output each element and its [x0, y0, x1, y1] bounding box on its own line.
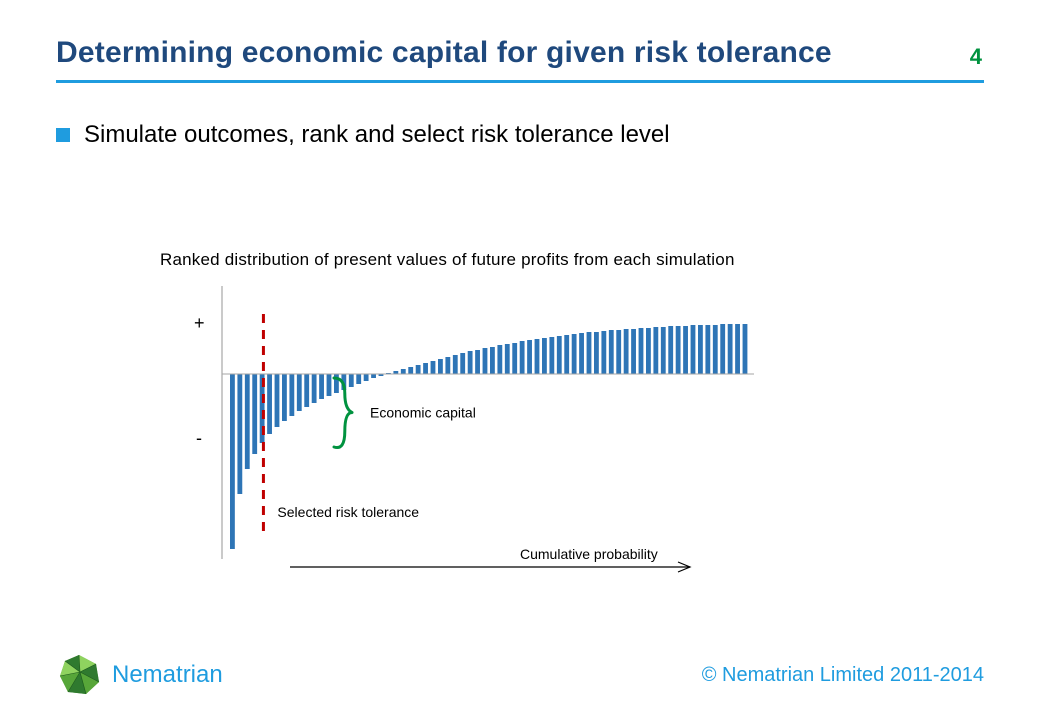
square-bullet-icon — [56, 128, 70, 142]
bar — [542, 338, 547, 374]
bar — [594, 332, 599, 374]
bar — [327, 374, 332, 396]
bar — [691, 325, 696, 374]
bar — [653, 327, 658, 374]
slide-title: Determining economic capital for given r… — [56, 36, 832, 70]
bar — [371, 374, 376, 378]
brand-name: Nematrian — [112, 661, 223, 689]
risk-tolerance-label: Selected risk tolerance — [277, 504, 419, 520]
bar — [616, 330, 621, 374]
bar — [624, 329, 629, 374]
chart-region: Ranked distribution of present values of… — [150, 250, 890, 599]
bar — [245, 374, 250, 469]
economic-capital-label: Economic capital — [370, 405, 476, 421]
bar — [408, 367, 413, 374]
copyright: © Nematrian Limited 2011-2014 — [702, 664, 984, 687]
brand: Nematrian — [56, 652, 223, 698]
bar — [743, 324, 748, 374]
bar — [416, 365, 421, 374]
bar — [505, 344, 510, 374]
bar — [639, 328, 644, 374]
bar — [668, 326, 673, 374]
bar — [282, 374, 287, 421]
bar — [289, 374, 294, 416]
bar — [601, 331, 606, 374]
bar — [312, 374, 317, 403]
x-axis-label: Cumulative probability — [520, 546, 658, 562]
bar — [252, 374, 257, 454]
bullet-row: Simulate outcomes, rank and select risk … — [0, 83, 1040, 149]
bar — [319, 374, 324, 399]
bar — [735, 324, 740, 374]
bar — [230, 374, 235, 549]
bar — [579, 333, 584, 374]
bar — [564, 335, 569, 374]
bar — [468, 351, 473, 374]
bar — [646, 328, 651, 374]
bar — [557, 336, 562, 374]
bar — [460, 353, 465, 374]
bar — [572, 334, 577, 374]
bar — [527, 340, 532, 374]
bar — [431, 361, 436, 374]
bar — [475, 350, 480, 374]
bar — [453, 355, 458, 374]
bar — [512, 343, 517, 374]
bar — [483, 348, 488, 374]
bar — [275, 374, 280, 427]
footer: Nematrian © Nematrian Limited 2011-2014 — [0, 652, 1040, 698]
bar — [438, 359, 443, 374]
bar — [237, 374, 242, 494]
chart-title: Ranked distribution of present values of… — [150, 250, 890, 270]
y-minus-label: - — [196, 428, 202, 448]
bar — [683, 326, 688, 374]
bar — [587, 332, 592, 374]
bullet-text: Simulate outcomes, rank and select risk … — [84, 121, 670, 149]
bar — [676, 326, 681, 374]
bar — [705, 325, 710, 374]
bar — [728, 324, 733, 374]
distribution-chart: + - Selected risk tolerance Economic capita… — [150, 284, 850, 594]
bar — [661, 327, 666, 374]
bar — [549, 337, 554, 374]
bar — [698, 325, 703, 374]
page-number: 4 — [970, 44, 984, 70]
bar — [490, 347, 495, 374]
bar — [304, 374, 309, 407]
bar — [720, 324, 725, 374]
bar — [520, 341, 525, 374]
bar — [497, 345, 502, 374]
title-row: Determining economic capital for given r… — [0, 0, 1040, 70]
bar — [423, 363, 428, 374]
bar — [609, 330, 614, 374]
slide: Determining economic capital for given r… — [0, 0, 1040, 720]
logo-icon — [56, 652, 102, 698]
bar — [297, 374, 302, 411]
y-plus-label: + — [194, 313, 205, 333]
bar — [349, 374, 354, 387]
bar — [445, 357, 450, 374]
bar — [631, 329, 636, 374]
bar — [713, 325, 718, 374]
bar — [401, 369, 406, 374]
bar — [356, 374, 361, 384]
bar — [535, 339, 540, 374]
bar — [364, 374, 369, 381]
bar — [267, 374, 272, 434]
